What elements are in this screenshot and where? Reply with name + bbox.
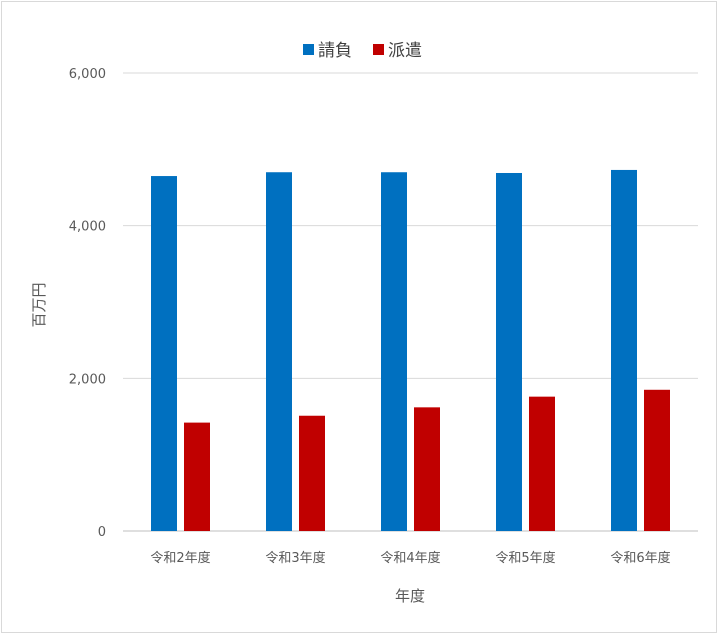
y-tick-label: 6,000 [69,67,106,82]
x-tick-label: 令和4年度 [380,550,440,566]
bar-series-1 [381,172,407,531]
bar-series-1 [151,176,177,532]
y-tick-label: 0 [98,525,106,540]
legend-swatch-series-2 [373,44,384,55]
bar-series-2 [299,415,325,531]
x-tick-label: 令和5年度 [495,550,555,566]
y-axis-ticks: 0 2,000 4,000 6,000 [69,67,106,540]
bar-series-2 [644,389,670,531]
gridlines [123,72,698,532]
bar-series-2 [414,407,440,531]
bar-series-2 [529,396,555,531]
y-axis-title: 百万円 [30,282,48,327]
legend-swatch-series-1 [303,44,314,55]
legend-label-series-2: 派遣 [388,41,422,61]
x-tick-label: 令和6年度 [610,550,670,566]
legend: 請負 派遣 [303,41,422,61]
x-tick-label: 令和2年度 [150,550,210,566]
y-tick-label: 4,000 [69,220,106,235]
bar-series-1 [266,172,292,531]
x-tick-label: 令和3年度 [265,550,325,566]
bar-series-1 [611,169,637,531]
bar-series-1 [496,172,522,531]
legend-label-series-1: 請負 [318,41,352,61]
bars [151,169,670,532]
bar-series-2 [184,422,210,531]
x-axis-ticks: 令和2年度 令和3年度 令和4年度 令和5年度 令和6年度 [150,550,670,566]
x-axis-title: 年度 [395,587,425,605]
y-tick-label: 2,000 [69,372,106,387]
